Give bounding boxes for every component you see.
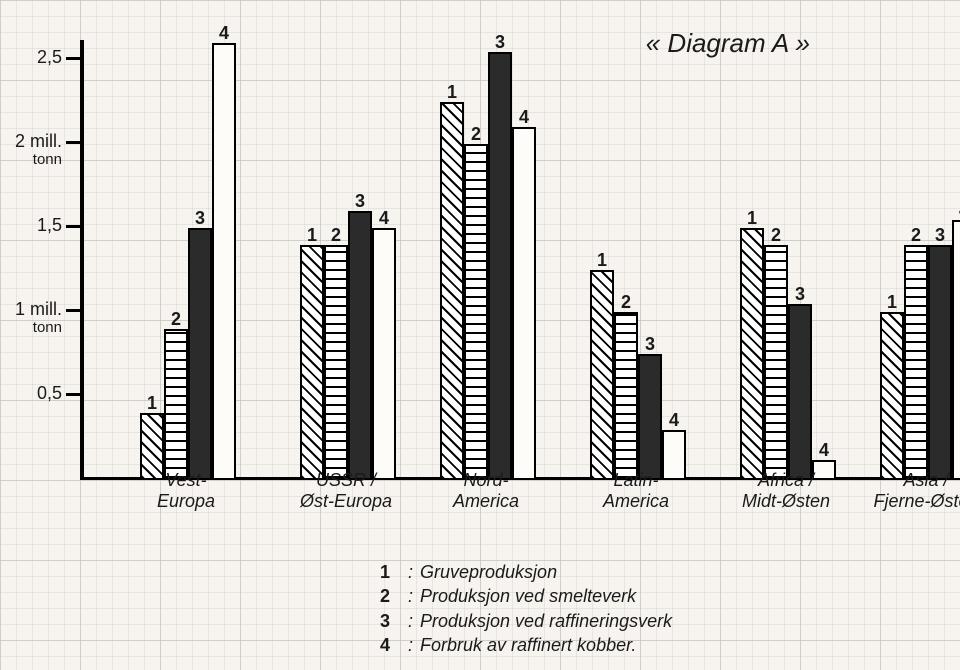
- y-tick-label: 0,5: [37, 383, 62, 404]
- bar-number-label: 2: [471, 124, 481, 145]
- bar-number-label: 4: [819, 440, 829, 461]
- bar-number-label: 1: [147, 393, 157, 414]
- legend-row: 1: Gruveproduksjon: [380, 560, 672, 584]
- x-label: Latin- America: [566, 470, 706, 511]
- bar: 1: [590, 270, 614, 480]
- legend-sep: :: [408, 609, 420, 633]
- bar: 3: [928, 245, 952, 480]
- y-tick-label: 2 mill.tonn: [15, 131, 62, 167]
- bar: 4: [512, 127, 536, 480]
- bar: 3: [788, 304, 812, 480]
- bar-number-label: 4: [379, 208, 389, 229]
- legend-key: 3: [380, 609, 408, 633]
- bar-number-label: 4: [669, 410, 679, 431]
- chart-area: 0,51 mill.tonn1,52 mill.tonn2,5 12341234…: [80, 20, 940, 480]
- y-tick: 0,5: [66, 393, 84, 396]
- legend-sep: :: [408, 584, 420, 608]
- y-tick-label: 1,5: [37, 215, 62, 236]
- bar-number-label: 3: [195, 208, 205, 229]
- y-tick: 2,5: [66, 57, 84, 60]
- bar: 2: [324, 245, 348, 480]
- x-label: USSR / Øst-Europa: [276, 470, 416, 511]
- legend-row: 3: Produksjon ved raffineringsverk: [380, 609, 672, 633]
- legend-sep: :: [408, 633, 420, 657]
- bar-number-label: 1: [747, 208, 757, 229]
- bar: 2: [164, 329, 188, 480]
- legend-row: 4: Forbruk av raffinert kobber.: [380, 633, 672, 657]
- legend-key: 2: [380, 584, 408, 608]
- bar-number-label: 2: [171, 309, 181, 330]
- y-tick: 2 mill.tonn: [66, 141, 84, 144]
- y-tick: 1,5: [66, 225, 84, 228]
- bar: 1: [740, 228, 764, 480]
- bar-number-label: 1: [447, 82, 457, 103]
- bar-number-label: 3: [355, 191, 365, 212]
- bar: 2: [904, 245, 928, 480]
- bar: 4: [372, 228, 396, 480]
- page: « Diagram A » 0,51 mill.tonn1,52 mill.to…: [0, 0, 960, 670]
- x-label: Asia / Fjerne-Østen: [856, 470, 960, 511]
- legend-text: Produksjon ved raffineringsverk: [420, 609, 672, 633]
- bar-number-label: 3: [935, 225, 945, 246]
- y-tick: 1 mill.tonn: [66, 309, 84, 312]
- y-tick-label: 2,5: [37, 47, 62, 68]
- legend-key: 4: [380, 633, 408, 657]
- bar: 3: [488, 52, 512, 480]
- bar: 1: [300, 245, 324, 480]
- legend: 1: Gruveproduksjon2: Produksjon ved smel…: [380, 560, 672, 657]
- bar-number-label: 2: [621, 292, 631, 313]
- bar-number-label: 1: [597, 250, 607, 271]
- bar: 2: [464, 144, 488, 480]
- bar: 3: [638, 354, 662, 480]
- bar: 4: [212, 43, 236, 480]
- y-tick-label: 1 mill.tonn: [15, 299, 62, 335]
- bar-number-label: 2: [911, 225, 921, 246]
- bar-number-label: 2: [771, 225, 781, 246]
- bar: 2: [764, 245, 788, 480]
- bar-number-label: 1: [307, 225, 317, 246]
- legend-text: Gruveproduksjon: [420, 560, 557, 584]
- bar-number-label: 1: [887, 292, 897, 313]
- legend-text: Forbruk av raffinert kobber.: [420, 633, 636, 657]
- y-axis: [80, 40, 84, 480]
- x-label: Nord- America: [416, 470, 556, 511]
- legend-sep: :: [408, 560, 420, 584]
- bar: 4: [952, 220, 960, 480]
- legend-row: 2: Produksjon ved smelteverk: [380, 584, 672, 608]
- x-label: Africa / Midt-Østen: [716, 470, 856, 511]
- bar-number-label: 4: [519, 107, 529, 128]
- bar-number-label: 3: [795, 284, 805, 305]
- bar-number-label: 2: [331, 225, 341, 246]
- bar-number-label: 3: [495, 32, 505, 53]
- legend-key: 1: [380, 560, 408, 584]
- bar: 3: [348, 211, 372, 480]
- bar: 2: [614, 312, 638, 480]
- bar: 1: [880, 312, 904, 480]
- bar: 3: [188, 228, 212, 480]
- x-label: Vest- Europa: [116, 470, 256, 511]
- legend-text: Produksjon ved smelteverk: [420, 584, 636, 608]
- bar-number-label: 3: [645, 334, 655, 355]
- bar: 1: [440, 102, 464, 480]
- bar-number-label: 4: [219, 23, 229, 44]
